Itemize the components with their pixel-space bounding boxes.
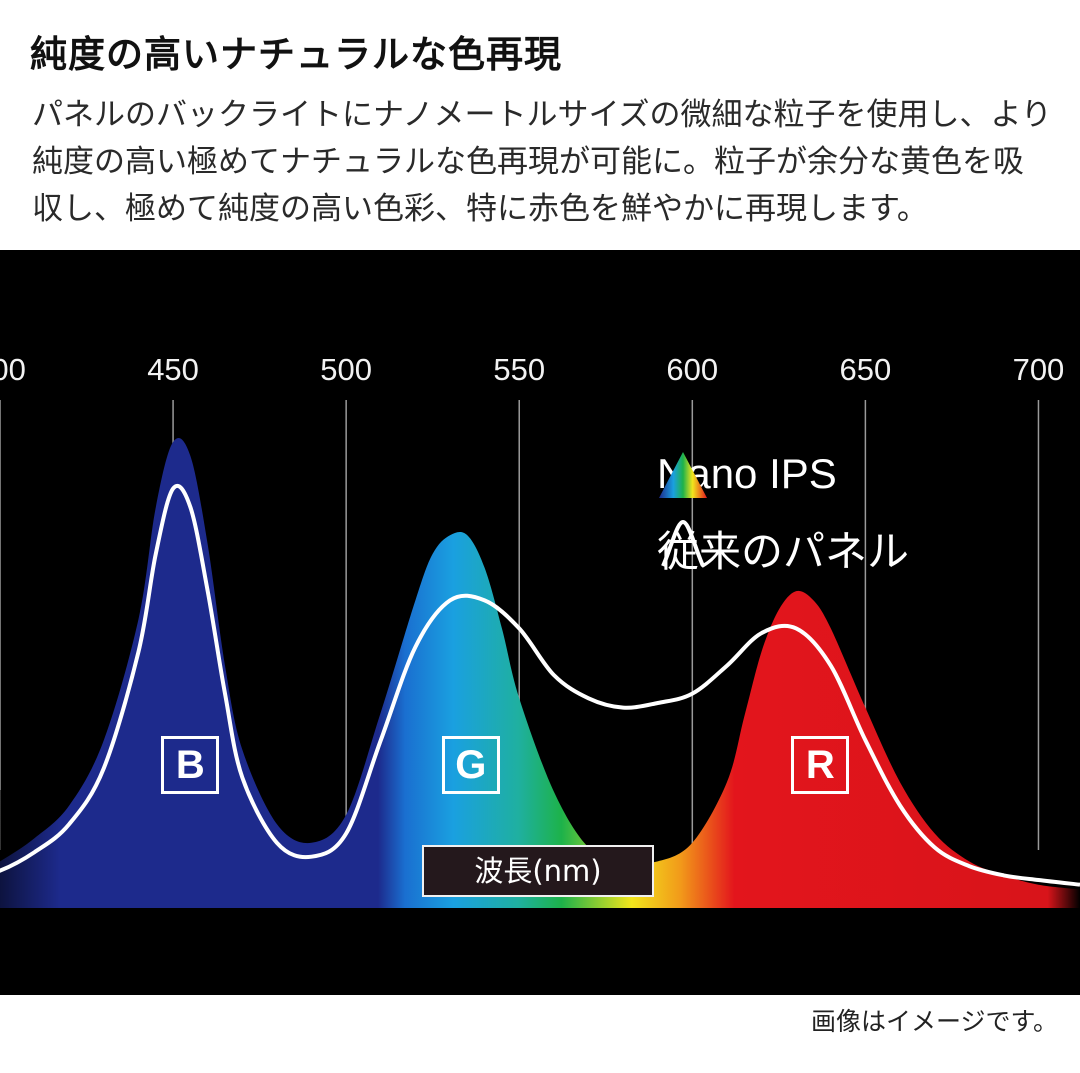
x-axis-label: 波長(nm): [422, 845, 654, 897]
description-line: 収し、極めて純度の高い色彩、特に赤色を鮮やかに再現します。: [32, 191, 928, 227]
x-tick-label: 600: [666, 352, 719, 387]
x-tick-label: 650: [839, 352, 892, 387]
spectrum-chart: 400 450 500 550 600 650 700 Nano IPS 従来のパネル B G…: [0, 250, 1080, 995]
x-tick-label: 700: [1012, 352, 1065, 387]
spectrum-peak-icon: [659, 452, 707, 498]
x-tick-label: 450: [147, 352, 199, 387]
description-line: 純度の高い極めてナチュラルな色再現が可能に。粒子が余分な黄色を吸: [32, 144, 1024, 180]
band-label-b: B: [161, 736, 220, 794]
x-tick-label: 500: [320, 352, 372, 387]
description-line: パネルのバックライトにナノメートルサイズの微細な粒子を使用し、より: [32, 97, 1052, 133]
legend-nano-ips: Nano IPS: [657, 450, 837, 498]
x-tick-label: 550: [493, 352, 546, 387]
spectrum-chart-svg: [0, 400, 1080, 910]
image-disclaimer: 画像はイメージです。: [810, 1007, 1058, 1036]
band-label-r: R: [791, 736, 850, 794]
nano-ips-area: [0, 438, 1080, 908]
page-title: 純度の高いナチュラルな色再現: [30, 33, 562, 76]
line-peak-icon: [661, 519, 705, 567]
band-label-g: G: [441, 736, 500, 794]
description: パネルのバックライトにナノメートルサイズの微細な粒子を使用し、より 純度の高い極…: [32, 92, 1052, 233]
x-tick-label: 400: [0, 352, 26, 387]
left-fade: [0, 790, 60, 910]
legacy-panel-line: [0, 483, 1080, 887]
legend-legacy-panel: 従来のパネル: [657, 518, 909, 579]
